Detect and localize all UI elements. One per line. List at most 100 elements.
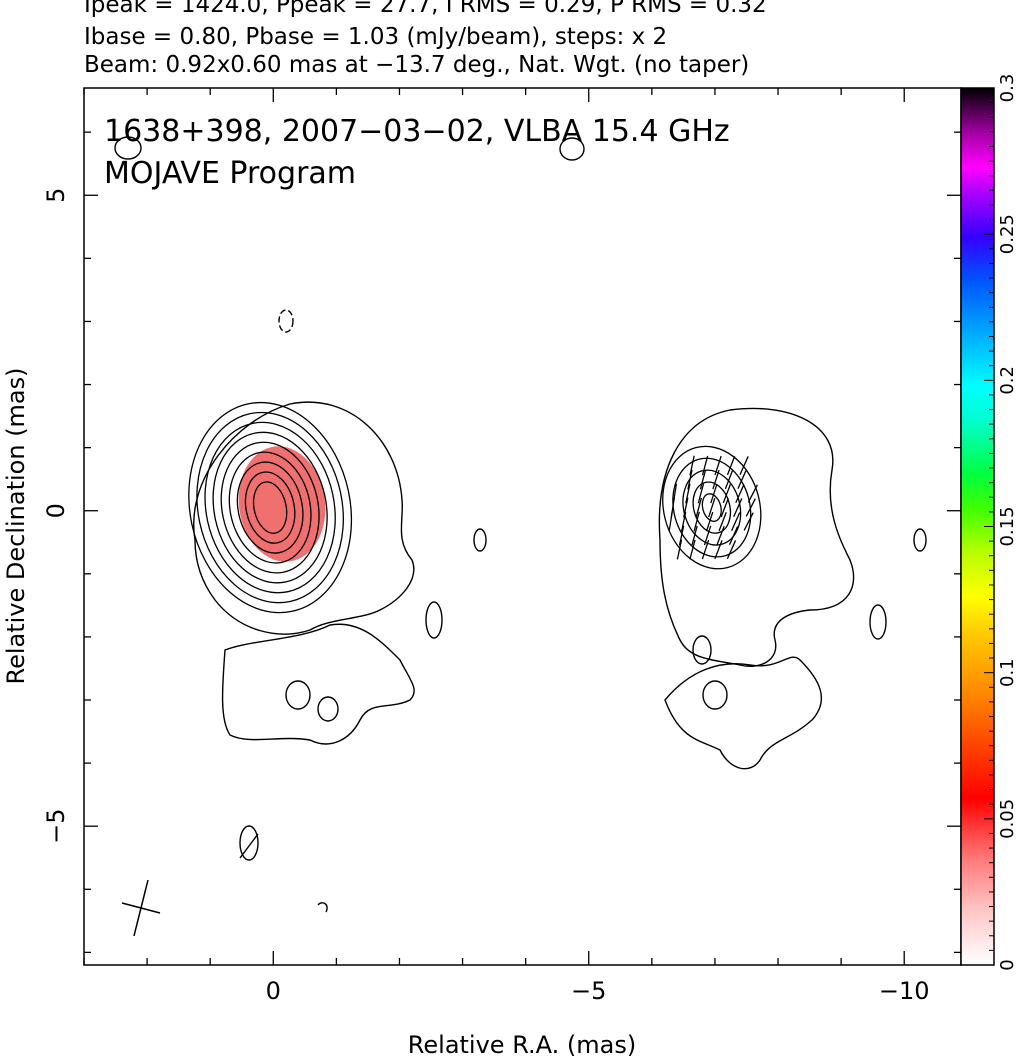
evpa-tick <box>724 470 734 490</box>
evpa-ticks <box>668 455 758 560</box>
frame-ticks <box>83 88 961 965</box>
colorbar: 0 0.05 0.1 0.15 0.2 0.25 0.3 <box>960 74 1018 971</box>
evpa-tick <box>693 511 700 532</box>
stokes-i-contour <box>220 441 320 574</box>
x-tick-label: −5 <box>571 977 606 1005</box>
evpa-tick <box>739 456 749 475</box>
evpa-tick <box>699 469 707 490</box>
pol-contour <box>672 457 752 558</box>
contour-island-6 <box>114 136 142 160</box>
pol-contour-rings <box>662 445 762 570</box>
evpa-tick <box>728 526 739 545</box>
stokes-i-contour <box>244 471 296 544</box>
contour-outer-1 <box>193 401 415 635</box>
evpa-tick <box>726 540 737 559</box>
colorbar-tick-label: 0.15 <box>997 506 1018 546</box>
colorbar-tick-label: 0.05 <box>997 799 1018 839</box>
pol-contour <box>701 493 722 522</box>
tick-labels: 0 −5 −10 5 0 −5 <box>42 188 930 1005</box>
evpa-tick <box>714 455 722 476</box>
contour-island-1 <box>285 680 311 710</box>
evpa-tick <box>743 512 754 531</box>
header-line-base: Ibase = 0.80, Pbase = 1.03 (mJy/beam), s… <box>84 24 668 50</box>
colorbar-tick-label: 0.2 <box>997 366 1018 395</box>
stokes-i-contour <box>228 451 312 564</box>
y-axis-title: Relative Declination (mas) <box>2 367 30 684</box>
y-tick-label: −5 <box>42 808 70 843</box>
x-axis-title: Relative R.A. (mas) <box>408 1031 636 1059</box>
contour-island-4 <box>473 528 487 552</box>
pol-contour-outer <box>658 407 855 667</box>
evpa-tick <box>731 512 741 531</box>
evpa-tick <box>703 525 712 546</box>
x-tick-label: −10 <box>879 977 930 1005</box>
evpa-tick <box>726 456 736 476</box>
evpa-tick <box>747 484 758 503</box>
contour-island-7 <box>239 825 259 861</box>
evpa-tick <box>689 539 696 560</box>
contour-dashed-1 <box>278 309 294 333</box>
stokes-i-contour <box>196 411 344 604</box>
stokes-i-contour <box>212 431 328 584</box>
stokes-i-contour-rings <box>188 401 353 614</box>
contour-island-2 <box>317 696 339 722</box>
evpa-tick <box>720 498 729 518</box>
evpa-tick <box>708 497 716 518</box>
evpa-tick <box>737 470 747 489</box>
evpa-tick <box>735 484 745 503</box>
evpa-tick <box>714 540 723 560</box>
evpa-tick <box>685 483 691 504</box>
evpa-tick <box>683 497 689 518</box>
colorbar-tick-label: 0.25 <box>997 214 1018 254</box>
pol-island-3 <box>869 604 887 640</box>
pol-island-4 <box>913 528 927 552</box>
evpa-tick <box>701 455 709 476</box>
colorbar-ticks: 0 0.05 0.1 0.15 0.2 0.25 0.3 <box>984 74 1018 971</box>
beam-cross <box>121 879 161 937</box>
evpa-tick <box>733 498 743 517</box>
x-tick-label: 0 <box>266 977 281 1005</box>
evpa-tick <box>718 512 727 532</box>
evpa-tick <box>712 469 720 490</box>
evpa-tick <box>691 525 698 546</box>
fractional-pol-fill <box>238 446 326 562</box>
header-line-peak: Ipeak = 1424.0, Ppeak = 27.7, I RMS = 0.… <box>84 0 767 18</box>
stokes-i-contour <box>204 421 336 594</box>
colorbar-tick-label: 0.1 <box>997 658 1018 687</box>
contour-island-3 <box>425 601 443 639</box>
evpa-tick <box>695 497 702 518</box>
contour-outer-tail <box>221 623 415 745</box>
evpa-tick <box>716 526 725 546</box>
pol-island-2 <box>692 635 712 665</box>
pol-contour <box>662 445 762 570</box>
beam-minor-axis <box>121 902 161 914</box>
colorbar-tick-label: 0 <box>997 959 1018 970</box>
contour-dashed-2 <box>317 902 328 913</box>
pol-contour <box>692 481 732 534</box>
plot-annotation-source: 1638+398, 2007−03−02, VLBA 15.4 GHz <box>104 114 730 149</box>
pol-island-1 <box>702 680 728 710</box>
evpa-tick <box>687 469 693 490</box>
plot-frame <box>83 87 962 966</box>
evpa-tick <box>710 483 718 504</box>
stokes-i-contour <box>252 481 288 534</box>
evpa-tick <box>705 511 714 532</box>
colorbar-tick-label: 0.3 <box>997 74 1018 103</box>
stokes-i-contour <box>188 401 353 614</box>
y-tick-label: 0 <box>42 503 70 518</box>
evpa-tick <box>689 455 695 476</box>
evpa-tick-island <box>239 833 259 859</box>
header-line-beam: Beam: 0.92x0.60 mas at −13.7 deg., Nat. … <box>84 52 750 78</box>
evpa-tick <box>668 511 673 532</box>
y-tick-label: 5 <box>42 188 70 203</box>
evpa-tick <box>678 525 685 546</box>
panel-polarization <box>658 407 927 770</box>
stokes-i-contour <box>236 461 304 554</box>
evpa-tick <box>701 539 710 560</box>
evpa-tick <box>676 539 683 560</box>
evpa-tick <box>680 511 687 532</box>
pol-contour-tail <box>664 656 823 770</box>
contour-island-5 <box>559 137 585 161</box>
evpa-tick <box>722 484 732 504</box>
evpa-tick <box>697 483 705 504</box>
